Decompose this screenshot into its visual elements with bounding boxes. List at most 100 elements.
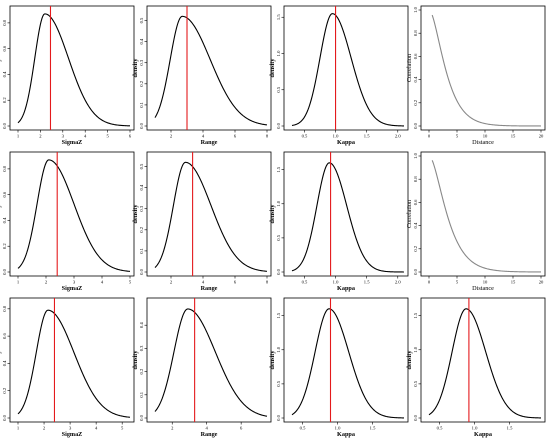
x-tick-label: 1.5 xyxy=(370,426,376,431)
y-tick-label: 1.0 xyxy=(276,346,281,352)
x-tick-label: 15 xyxy=(511,280,516,285)
x-tick-label: 2 xyxy=(45,280,48,285)
x-tick-label: 6 xyxy=(234,280,237,285)
y-tick-label: 0.4 xyxy=(139,184,144,190)
y-tick-label: 0.0 xyxy=(276,414,281,420)
y-axis-label: density xyxy=(132,58,139,78)
y-tick-label: 0.0 xyxy=(276,268,281,274)
x-tick-label: 2 xyxy=(43,426,46,431)
panel-2-2: 2 4 6 8 0.0 0.1 0.2 0.3 0.4 0.5 Range density xyxy=(132,151,272,292)
x-tick-label: 2.0 xyxy=(395,134,401,139)
x-axis-label: Kappa xyxy=(337,285,355,292)
x-tick-label: 8 xyxy=(266,280,269,285)
y-axis-label: density xyxy=(132,350,139,370)
y-tick-label: 0.6 xyxy=(2,45,7,51)
x-tick-label: 4 xyxy=(95,426,98,431)
y-tick-label: 0.8 xyxy=(2,19,7,25)
y-tick-label: 0.4 xyxy=(413,222,418,228)
y-axis-label: density xyxy=(269,58,276,78)
x-tick-label: 4 xyxy=(101,280,104,285)
panel-2-3: 0.5 1.0 1.5 2.0 0.0 0.5 1.0 1.5 Kappa density xyxy=(269,151,409,292)
x-axis-label: Range xyxy=(201,431,218,438)
y-axis-label: density xyxy=(0,58,2,78)
x-axis-label: Kappa xyxy=(474,431,492,438)
panel-1-2: 2 4 6 8 0.0 0.1 0.2 0.3 0.4 0.5 Range density xyxy=(132,5,272,146)
y-axis-label: density xyxy=(406,350,413,370)
y-tick-label: 0.2 xyxy=(2,387,7,393)
y-tick-label: 0.0 xyxy=(413,268,418,274)
plot-frame xyxy=(9,5,135,131)
y-tick-label: 0.0 xyxy=(413,122,418,128)
x-tick-label: 1 xyxy=(17,426,20,431)
y-tick-label: 0.4 xyxy=(2,360,7,366)
y-tick-label: 0.2 xyxy=(413,99,418,105)
x-tick-label: 1.0 xyxy=(472,426,478,431)
y-tick-label: 0.8 xyxy=(413,30,418,36)
density-curve xyxy=(17,159,131,272)
y-tick-label: 0.2 xyxy=(2,97,7,103)
x-tick-label: 6 xyxy=(129,134,132,139)
y-tick-label: 1.5 xyxy=(413,312,418,318)
y-tick-label: 0.0 xyxy=(413,414,418,420)
panel-1-4: 0 5 10 15 20 0.0 0.2 0.4 0.6 0.8 1.0 Distance Correl… xyxy=(406,5,546,146)
panel-3-2: 2 4 6 0.0 0.1 0.2 0.3 0.4 Range density xyxy=(132,297,272,438)
y-tick-label: 1.0 xyxy=(413,6,418,12)
x-tick-label: 5 xyxy=(121,426,124,431)
y-axis-label: density xyxy=(269,350,276,370)
x-tick-label: 5 xyxy=(456,134,459,139)
plot-frame xyxy=(420,151,546,277)
y-tick-label: 0.6 xyxy=(413,53,418,59)
y-tick-label: 0.2 xyxy=(139,226,144,232)
x-tick-label: 2 xyxy=(171,426,174,431)
plot-frame xyxy=(9,151,135,277)
density-curve xyxy=(17,309,131,418)
x-tick-label: 2 xyxy=(170,134,173,139)
plot-frame xyxy=(146,151,272,277)
y-axis-label: Correlation xyxy=(406,200,413,228)
y-tick-label: 0.5 xyxy=(276,234,281,240)
x-tick-label: 5 xyxy=(129,280,132,285)
panel-2-4: 0 5 10 15 20 0.0 0.2 0.4 0.6 0.8 1.0 Distance Correl… xyxy=(406,151,546,292)
x-tick-label: 8 xyxy=(266,134,269,139)
y-tick-label: 0.4 xyxy=(2,217,7,223)
y-tick-label: 0.0 xyxy=(2,268,7,274)
y-tick-label: 0.5 xyxy=(139,163,144,169)
y-tick-label: 1.5 xyxy=(276,166,281,172)
correlation-curve xyxy=(431,160,541,273)
y-tick-label: 0.0 xyxy=(276,122,281,128)
y-tick-label: 1.5 xyxy=(276,312,281,318)
x-tick-label: 3 xyxy=(73,280,76,285)
x-tick-label: 1.0 xyxy=(333,134,339,139)
y-tick-label: 1.0 xyxy=(413,152,418,158)
y-tick-label: 0.6 xyxy=(2,191,7,197)
y-tick-label: 0.6 xyxy=(413,199,418,205)
x-tick-label: 4 xyxy=(202,280,205,285)
y-tick-label: 0.4 xyxy=(413,76,418,82)
y-tick-label: 0.5 xyxy=(276,380,281,386)
y-tick-label: 0.5 xyxy=(276,86,281,92)
y-tick-label: 0.6 xyxy=(2,333,7,339)
x-tick-label: 3 xyxy=(69,426,72,431)
density-curve xyxy=(428,308,542,419)
y-tick-label: 0.2 xyxy=(139,368,144,374)
x-axis-label: SigmaZ xyxy=(62,285,83,292)
plot-frame xyxy=(420,5,546,131)
y-tick-label: 0.3 xyxy=(139,59,144,65)
x-tick-label: 1.5 xyxy=(507,426,513,431)
y-tick-label: 1.0 xyxy=(276,50,281,56)
density-curve xyxy=(154,161,268,272)
x-tick-label: 0.5 xyxy=(300,426,306,431)
x-tick-label: 20 xyxy=(539,134,544,139)
y-tick-label: 0.0 xyxy=(139,268,144,274)
density-curve xyxy=(154,308,268,417)
y-tick-label: 0.4 xyxy=(139,322,144,328)
plot-frame xyxy=(283,5,409,131)
x-tick-label: 3 xyxy=(62,134,65,139)
y-tick-label: 0.4 xyxy=(139,38,144,44)
x-tick-label: 10 xyxy=(483,280,488,285)
y-tick-label: 1.0 xyxy=(276,200,281,206)
x-axis-label: Kappa xyxy=(337,139,355,146)
y-tick-label: 0.8 xyxy=(413,176,418,182)
density-curve xyxy=(291,13,405,127)
x-tick-label: 1.0 xyxy=(335,426,341,431)
